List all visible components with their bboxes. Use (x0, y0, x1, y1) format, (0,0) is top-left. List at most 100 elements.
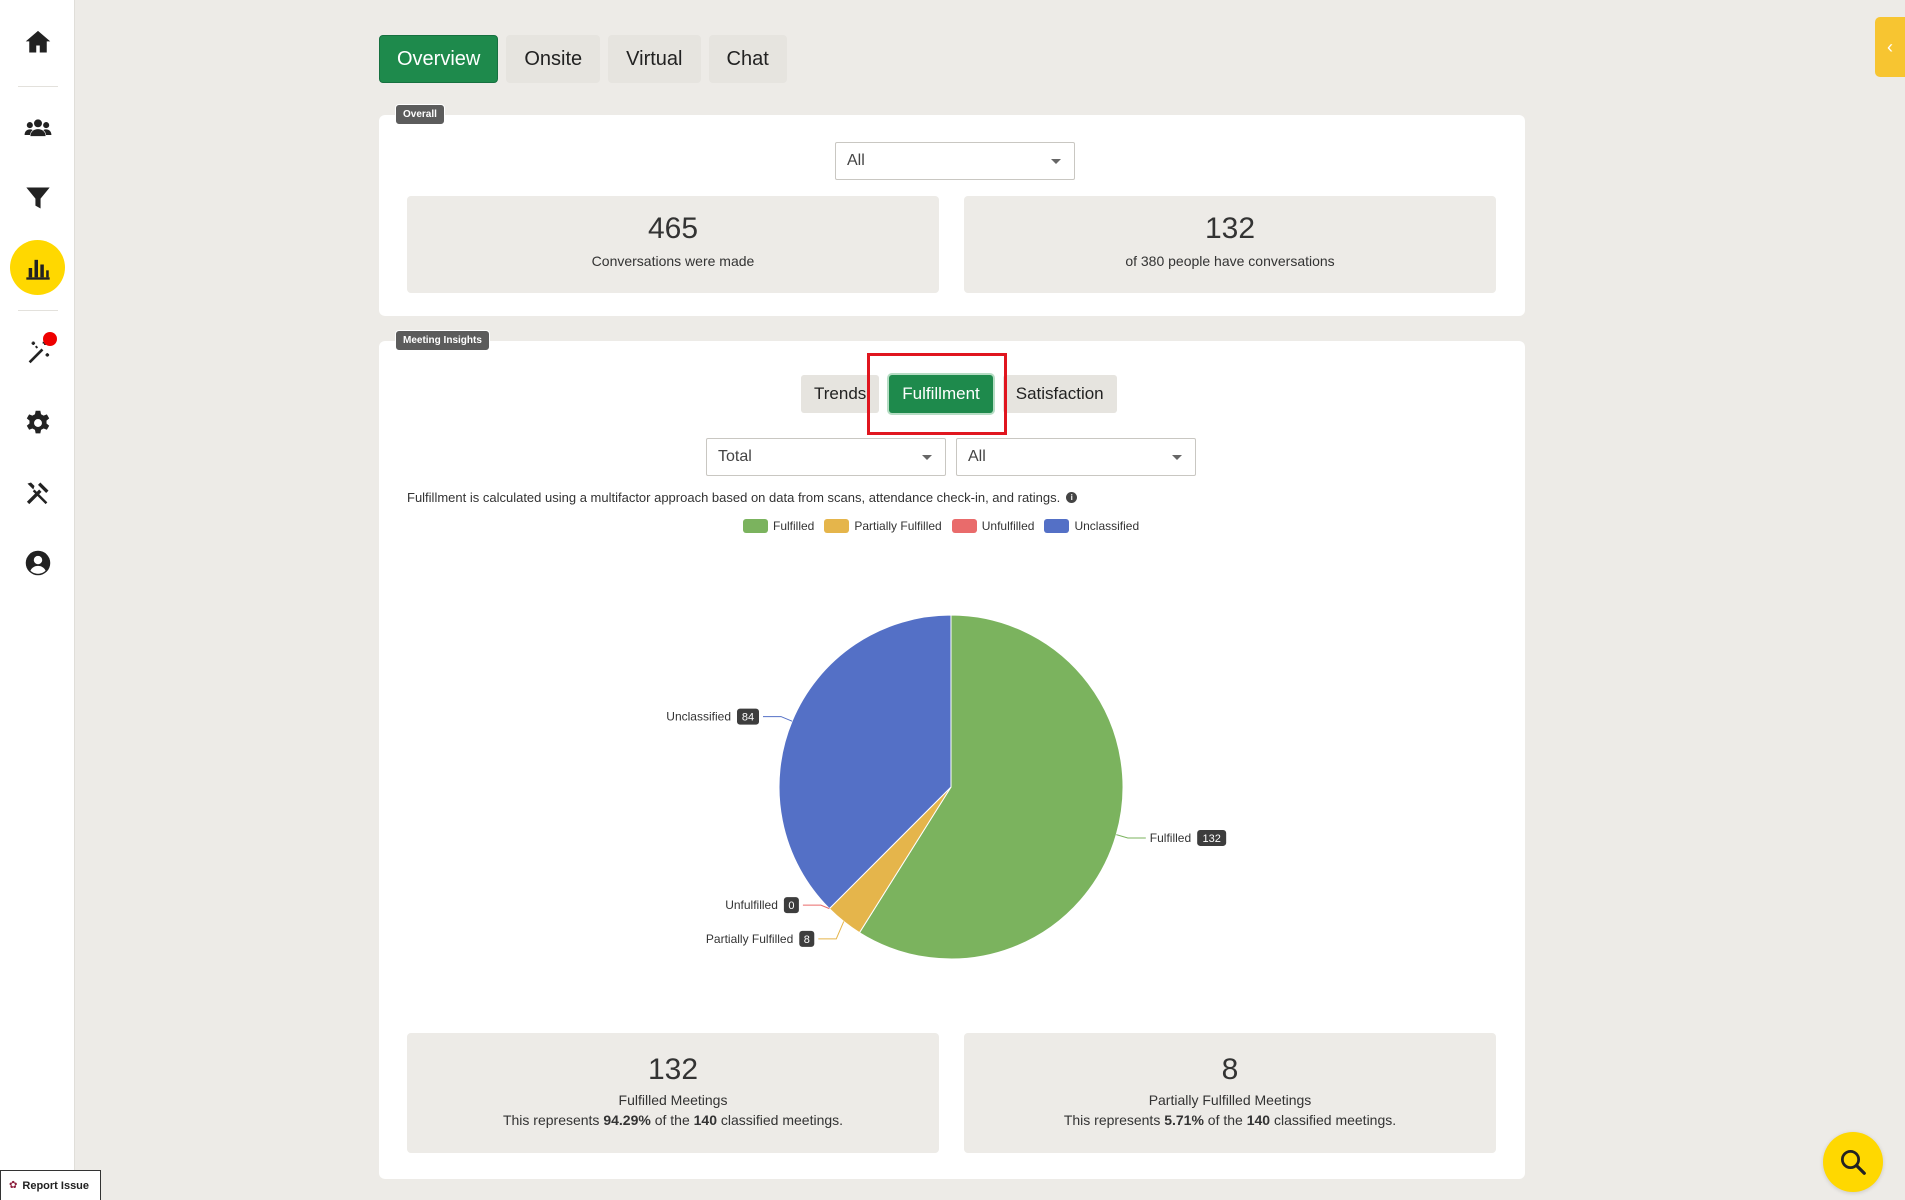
chart-legend: Fulfilled Partially Fulfilled Unfulfille… (743, 519, 1139, 533)
sidebar (0, 0, 75, 1200)
fulfillment-description: Fulfillment is calculated using a multif… (407, 490, 1078, 505)
legend-item-fulfilled[interactable]: Fulfilled (743, 519, 814, 533)
leader-line (1116, 834, 1146, 839)
user-circle-icon (25, 550, 50, 575)
notification-dot (43, 332, 57, 346)
fulfilled-meetings-count: 132 (647, 1053, 699, 1086)
detail-total: 140 (693, 1112, 717, 1128)
chevron-down-icon (1172, 455, 1182, 460)
detail-percent: 94.29% (603, 1112, 651, 1128)
fulfilled-meetings-label: Fulfilled Meetings (618, 1092, 728, 1108)
side-panel-toggle[interactable]: ‹ (1875, 17, 1905, 77)
people-label: of 380 people have conversations (1125, 253, 1335, 269)
chevron-left-icon: ‹ (1887, 36, 1893, 57)
subtab-trends[interactable]: Trends (801, 375, 880, 413)
data-label-value: 84 (742, 712, 754, 724)
sidebar-item-settings[interactable] (10, 395, 65, 450)
overall-panel: Overall All 465 Conversations were made … (379, 104, 1525, 316)
meeting-insights-panel: Meeting Insights Trends Fulfillment Sati… (379, 330, 1525, 1179)
tab-chat[interactable]: Chat (708, 35, 787, 83)
pie-slice-fulfilled[interactable] (858, 614, 1124, 960)
leader-line (818, 921, 845, 940)
detail-text: classified meetings. (716, 1112, 844, 1128)
conversations-stat: 465 Conversations were made (407, 196, 939, 293)
segment-select-value: All (968, 448, 986, 465)
data-label-badge (799, 930, 815, 947)
legend-item-unfulfilled[interactable]: Unfulfilled (951, 519, 1034, 533)
sidebar-item-analytics[interactable] (10, 240, 65, 295)
chevron-down-icon (922, 455, 932, 460)
search-icon (1841, 1150, 1866, 1175)
data-label-unclassified: Unclassified 84 (666, 708, 760, 725)
detail-text: This represents (1063, 1112, 1165, 1128)
legend-label: Fulfilled (773, 519, 815, 533)
legend-item-partially-fulfilled[interactable]: Partially Fulfilled (824, 519, 942, 533)
legend-item-unclassified[interactable]: Unclassified (1044, 519, 1139, 533)
fulfillment-highlight-box (867, 353, 1007, 435)
bar-chart-icon (25, 259, 50, 280)
data-label-fulfilled: Fulfilled 132 (1150, 829, 1227, 846)
leader-line (763, 716, 793, 722)
detail-percent: 5.71% (1164, 1112, 1204, 1128)
data-label-text: Unclassified (666, 710, 731, 724)
people-count: 132 (1204, 212, 1256, 245)
data-label-partially-fulfilled: Partially Fulfilled 8 (706, 930, 815, 947)
subtab-satisfaction[interactable]: Satisfaction (1002, 375, 1117, 413)
pie-slice-unclassified[interactable] (778, 614, 952, 910)
data-label-unfulfilled: Unfulfilled 0 (725, 897, 799, 914)
sidebar-item-tools[interactable] (10, 465, 65, 520)
leader-line (802, 904, 830, 910)
tab-virtual[interactable]: Virtual (608, 35, 701, 83)
metric-select[interactable]: Total (706, 438, 946, 476)
data-label-badge (737, 708, 760, 725)
fulfilled-meetings-stat: 132 Fulfilled Meetings This represents 9… (407, 1033, 939, 1153)
sidebar-item-home[interactable] (10, 14, 65, 69)
overall-badge: Overall (395, 104, 445, 125)
sidebar-separator (18, 310, 58, 311)
legend-swatch (951, 519, 977, 533)
data-label-value: 132 (1202, 833, 1220, 845)
sidebar-item-filter[interactable] (10, 170, 65, 225)
data-label-value: 0 (788, 900, 794, 912)
partially-fulfilled-meetings-detail: This represents 5.71% of the 140 classif… (964, 1112, 1496, 1128)
segment-select[interactable]: All (956, 438, 1196, 476)
tab-onsite[interactable]: Onsite (506, 35, 601, 83)
overall-filter-select[interactable]: All (835, 142, 1075, 180)
users-icon (24, 118, 51, 136)
data-label-badge (1197, 829, 1227, 846)
bug-icon: ✿ (9, 1180, 18, 1191)
subtab-fulfillment[interactable]: Fulfillment (889, 375, 993, 413)
people-stat: 132 of 380 people have conversations (964, 196, 1496, 293)
sidebar-item-attendees[interactable] (10, 100, 65, 155)
partially-fulfilled-meetings-stat: 8 Partially Fulfilled Meetings This repr… (964, 1033, 1496, 1153)
metric-select-value: Total (718, 448, 752, 465)
insights-subtabs: Trends Fulfillment Satisfaction (801, 375, 1117, 413)
legend-label: Partially Fulfilled (854, 519, 942, 533)
legend-swatch (743, 519, 768, 533)
info-icon[interactable]: i (1066, 492, 1078, 503)
filter-icon (25, 187, 50, 208)
report-issue-label: Report Issue (22, 1179, 90, 1192)
data-label-text: Unfulfilled (725, 898, 778, 912)
meeting-insights-badge: Meeting Insights (395, 330, 490, 351)
legend-swatch (824, 519, 850, 533)
partially-fulfilled-meetings-label: Partially Fulfilled Meetings (1148, 1092, 1312, 1108)
partially-fulfilled-meetings-count: 8 (1221, 1053, 1239, 1086)
detail-text: of the (650, 1112, 694, 1128)
sidebar-item-magic[interactable] (10, 324, 65, 379)
detail-text: of the (1203, 1112, 1247, 1128)
search-button[interactable] (1823, 1132, 1883, 1192)
detail-text: This represents (502, 1112, 604, 1128)
legend-label: Unclassified (1074, 519, 1140, 533)
sidebar-item-profile[interactable] (10, 535, 65, 590)
conversations-label: Conversations were made (591, 253, 755, 269)
fulfilled-meetings-detail: This represents 94.29% of the 140 classi… (407, 1112, 939, 1128)
chevron-down-icon (1051, 159, 1061, 164)
report-issue-button[interactable]: ✿ Report Issue (0, 1170, 101, 1200)
tab-overview[interactable]: Overview (379, 35, 499, 83)
description-text: Fulfillment is calculated using a multif… (407, 490, 1061, 505)
data-label-value: 8 (804, 934, 810, 946)
top-tabs: Overview Onsite Virtual Chat (379, 35, 787, 83)
overall-filter-value: All (847, 152, 865, 169)
data-label-text: Partially Fulfilled (706, 932, 793, 946)
